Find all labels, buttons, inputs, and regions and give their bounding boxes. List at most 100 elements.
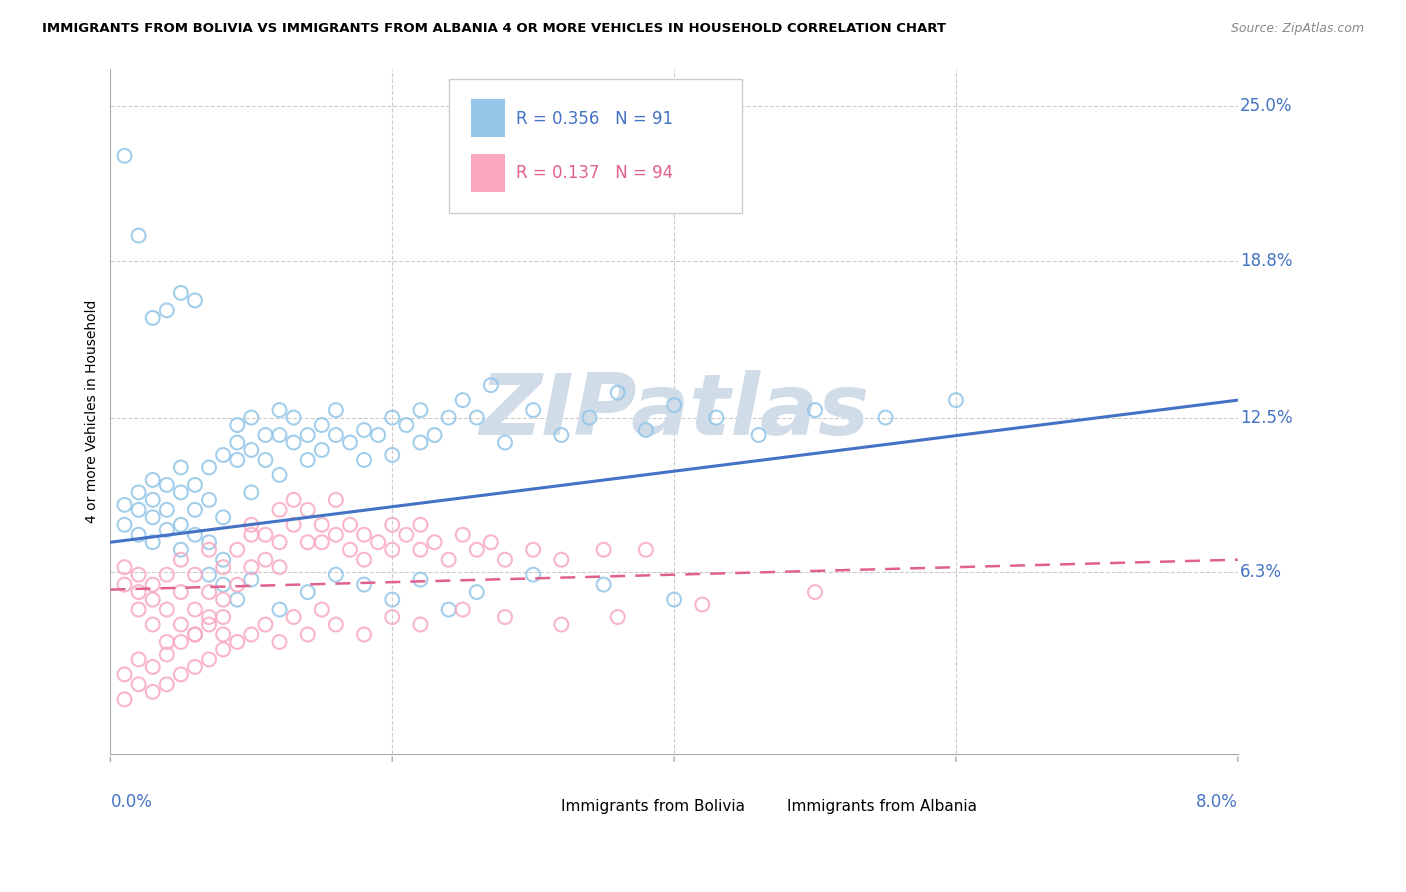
Point xyxy=(156,503,179,517)
Point xyxy=(128,602,150,616)
Point xyxy=(128,485,150,500)
Point xyxy=(465,542,488,557)
Point xyxy=(212,627,235,641)
Point xyxy=(128,528,150,542)
Point xyxy=(395,418,418,433)
Point xyxy=(198,652,221,666)
Point xyxy=(550,617,572,632)
Point xyxy=(662,398,685,412)
Point xyxy=(198,542,221,557)
Point xyxy=(325,428,347,442)
Point xyxy=(240,560,263,574)
Point xyxy=(240,528,263,542)
Point xyxy=(283,410,305,425)
Point xyxy=(283,610,305,624)
Point xyxy=(409,573,432,587)
Point xyxy=(170,542,193,557)
Point xyxy=(142,660,165,674)
Point xyxy=(367,428,389,442)
Point xyxy=(142,310,165,325)
Point xyxy=(269,428,291,442)
Point xyxy=(367,535,389,549)
FancyBboxPatch shape xyxy=(471,154,505,192)
Y-axis label: 4 or more Vehicles in Household: 4 or more Vehicles in Household xyxy=(86,300,100,523)
Point xyxy=(381,517,404,532)
Point xyxy=(156,567,179,582)
Point xyxy=(198,585,221,599)
Point xyxy=(325,403,347,417)
Text: 12.5%: 12.5% xyxy=(1240,409,1292,426)
Point xyxy=(128,677,150,691)
Point xyxy=(283,517,305,532)
Point xyxy=(226,542,249,557)
Point xyxy=(494,552,516,566)
Point xyxy=(945,393,967,408)
Point xyxy=(297,503,319,517)
Point xyxy=(409,542,432,557)
Point xyxy=(156,303,179,318)
Point xyxy=(184,627,207,641)
Point xyxy=(353,552,375,566)
Point xyxy=(128,567,150,582)
Point xyxy=(128,503,150,517)
Point xyxy=(212,560,235,574)
Point xyxy=(184,293,207,308)
Point xyxy=(212,510,235,524)
Text: ZIPatlas: ZIPatlas xyxy=(479,370,869,453)
Point xyxy=(156,602,179,616)
Point xyxy=(198,460,221,475)
Point xyxy=(339,435,361,450)
Point xyxy=(114,577,136,591)
Point xyxy=(156,478,179,492)
Point xyxy=(451,528,474,542)
Point xyxy=(748,428,770,442)
Point xyxy=(283,435,305,450)
Point xyxy=(212,592,235,607)
Text: R = 0.356   N = 91: R = 0.356 N = 91 xyxy=(516,110,673,128)
Point xyxy=(339,542,361,557)
Point xyxy=(226,453,249,467)
Text: 8.0%: 8.0% xyxy=(1197,793,1237,811)
Point xyxy=(156,523,179,537)
Point xyxy=(254,552,277,566)
Point xyxy=(381,448,404,462)
Point xyxy=(226,435,249,450)
Point xyxy=(142,592,165,607)
Point xyxy=(254,453,277,467)
Point xyxy=(283,492,305,507)
Point xyxy=(465,410,488,425)
Text: Immigrants from Bolivia: Immigrants from Bolivia xyxy=(561,799,745,814)
Point xyxy=(184,567,207,582)
Point xyxy=(353,627,375,641)
Point xyxy=(875,410,897,425)
Point xyxy=(325,617,347,632)
Point xyxy=(170,460,193,475)
Point xyxy=(269,403,291,417)
Point xyxy=(353,528,375,542)
Point xyxy=(311,517,333,532)
Point xyxy=(114,149,136,163)
Point xyxy=(240,485,263,500)
Point xyxy=(578,410,600,425)
Point xyxy=(311,442,333,457)
Point xyxy=(311,418,333,433)
Point xyxy=(142,492,165,507)
Point xyxy=(212,642,235,657)
Point xyxy=(592,577,614,591)
Point xyxy=(381,410,404,425)
Point xyxy=(325,528,347,542)
Point xyxy=(634,423,657,437)
Point xyxy=(156,677,179,691)
Text: 25.0%: 25.0% xyxy=(1240,97,1292,115)
Point xyxy=(325,492,347,507)
Point xyxy=(170,635,193,649)
Point xyxy=(114,498,136,512)
Point xyxy=(297,453,319,467)
Point xyxy=(142,473,165,487)
Point xyxy=(522,567,544,582)
Point xyxy=(423,428,446,442)
Point xyxy=(114,667,136,681)
Point xyxy=(325,567,347,582)
Point xyxy=(353,577,375,591)
Point xyxy=(409,517,432,532)
